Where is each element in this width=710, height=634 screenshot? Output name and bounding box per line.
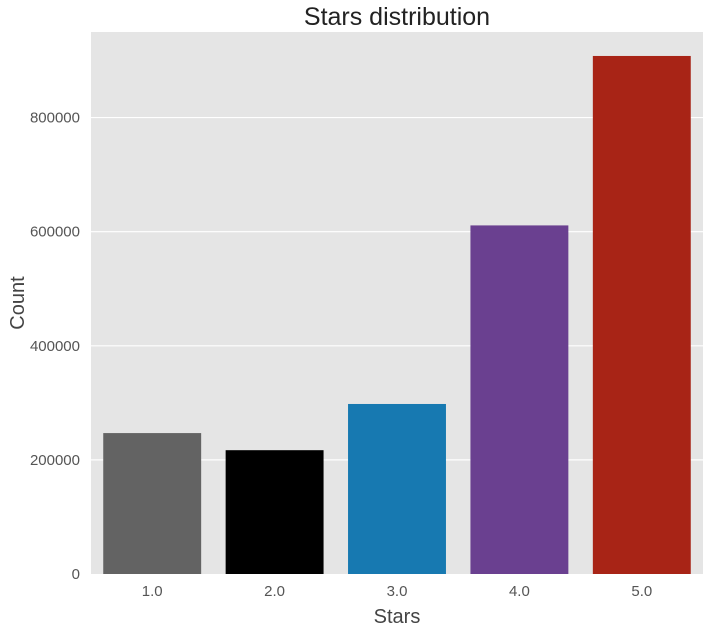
bar-4.0 xyxy=(470,225,569,574)
y-tick-label: 600000 xyxy=(30,224,80,241)
y-tick-label: 200000 xyxy=(30,452,80,469)
y-tick-label: 0 xyxy=(72,566,80,583)
x-tick-label: 2.0 xyxy=(264,583,285,600)
y-tick-labels: 0 200000 400000 600000 800000 xyxy=(30,110,80,583)
x-axis-title: Stars xyxy=(374,606,421,628)
x-tick-label: 4.0 xyxy=(509,583,530,600)
y-axis-title: Count xyxy=(7,276,29,330)
chart-title: Stars distribution xyxy=(304,3,490,31)
bar-3.0 xyxy=(348,403,446,574)
bar-5.0 xyxy=(592,55,691,575)
bar-2.0 xyxy=(225,450,324,574)
y-tick-label: 800000 xyxy=(30,110,80,127)
bar-1.0 xyxy=(103,433,202,574)
y-tick-label: 400000 xyxy=(30,338,80,355)
x-tick-labels: 1.0 2.0 3.0 4.0 5.0 xyxy=(142,583,652,600)
x-tick-label: 3.0 xyxy=(387,583,408,600)
bars xyxy=(103,55,691,575)
x-tick-label: 5.0 xyxy=(631,583,652,600)
x-tick-label: 1.0 xyxy=(142,583,163,600)
